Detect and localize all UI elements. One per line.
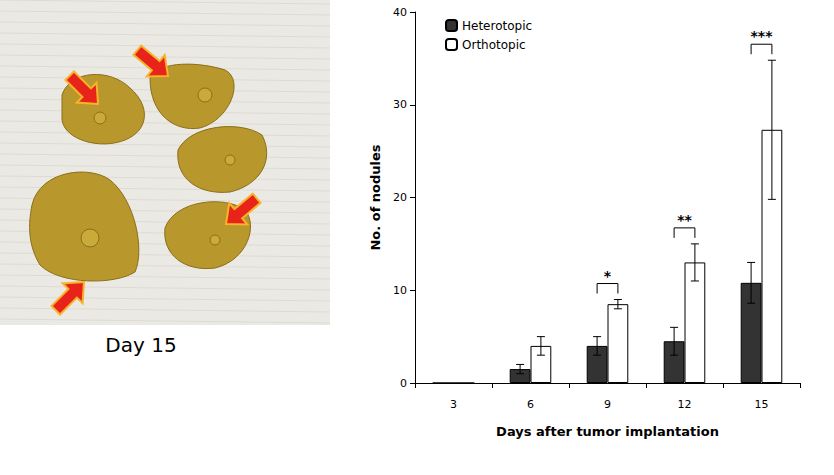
- svg-text:0: 0: [400, 377, 407, 390]
- svg-text:9: 9: [604, 398, 611, 411]
- svg-text:20: 20: [393, 191, 407, 204]
- svg-text:3: 3: [450, 398, 457, 411]
- svg-text:Days after tumor implantation: Days after tumor implantation: [496, 424, 719, 439]
- svg-text:6: 6: [527, 398, 534, 411]
- svg-text:10: 10: [393, 284, 407, 297]
- svg-text:*: *: [604, 268, 612, 284]
- svg-text:15: 15: [755, 398, 769, 411]
- svg-text:***: ***: [751, 28, 774, 44]
- svg-text:40: 40: [393, 6, 407, 19]
- svg-text:Orthotopic: Orthotopic: [462, 38, 526, 52]
- svg-text:No. of nodules: No. of nodules: [368, 144, 383, 250]
- svg-text:30: 30: [393, 98, 407, 111]
- html-text:Day 15: Day 15: [105, 333, 177, 357]
- svg-text:12: 12: [678, 398, 692, 411]
- svg-text:Heterotopic: Heterotopic: [462, 19, 532, 33]
- svg-text:**: **: [677, 212, 692, 228]
